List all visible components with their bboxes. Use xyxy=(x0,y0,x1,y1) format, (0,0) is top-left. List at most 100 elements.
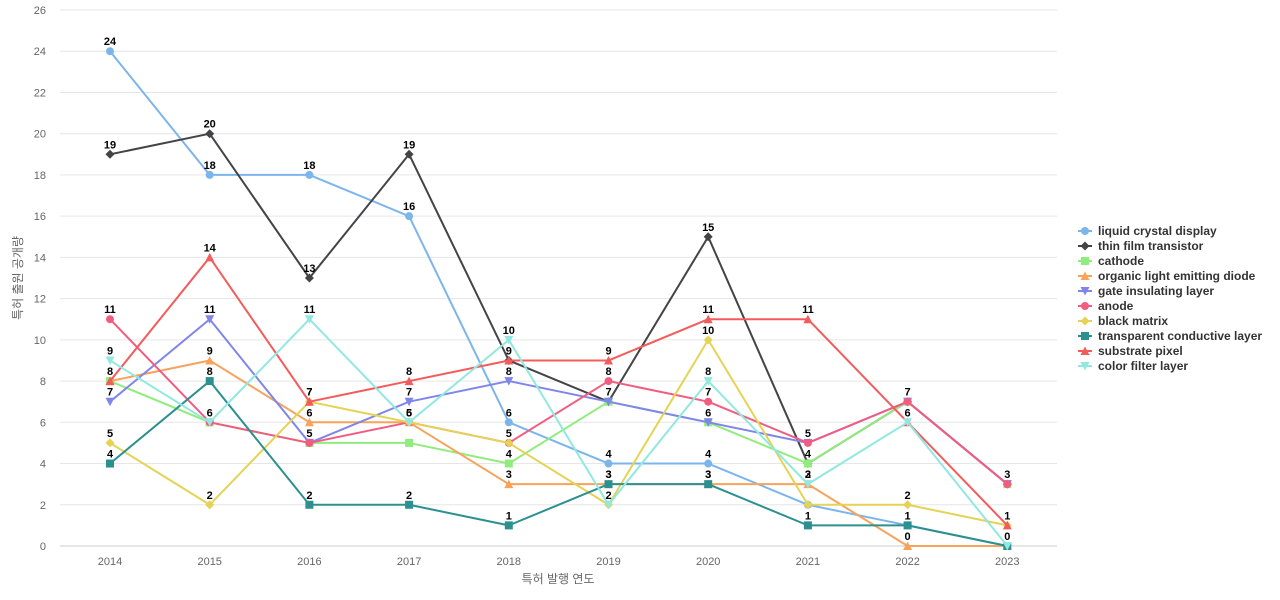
data-label: 4 xyxy=(705,449,712,461)
data-label: 3 xyxy=(605,469,611,481)
data-point xyxy=(404,149,414,159)
legend-marker xyxy=(1080,316,1090,326)
x-tick-label: 2017 xyxy=(397,556,421,568)
data-point xyxy=(205,252,215,262)
y-tick-label: 20 xyxy=(34,129,46,141)
data-label: 7 xyxy=(605,387,611,399)
data-label: 6 xyxy=(406,407,412,419)
data-point xyxy=(105,356,115,365)
data-point xyxy=(903,397,912,406)
data-label: 14 xyxy=(204,242,217,254)
legend-marker xyxy=(1080,362,1090,371)
legend-marker xyxy=(1081,227,1089,235)
data-point xyxy=(504,335,514,345)
legend-item[interactable]: cathode xyxy=(1078,254,1144,268)
legend-item[interactable]: color filter layer xyxy=(1078,359,1188,373)
data-label: 2 xyxy=(605,490,611,502)
data-point xyxy=(604,377,613,386)
data-point xyxy=(205,418,215,427)
data-label: 3 xyxy=(705,469,711,481)
series-line xyxy=(109,256,1009,527)
data-label: 18 xyxy=(303,160,315,172)
data-label: 7 xyxy=(406,387,412,399)
x-tick-label: 2021 xyxy=(796,556,820,568)
data-point xyxy=(704,397,713,406)
data-label: 24 xyxy=(104,36,117,48)
data-label: 11 xyxy=(702,304,714,316)
legend-label: transparent conductive layer xyxy=(1098,329,1262,343)
legend-item[interactable]: black matrix xyxy=(1078,314,1168,328)
y-tick-label: 26 xyxy=(34,5,46,17)
legend-marker xyxy=(1080,346,1090,355)
data-label: 16 xyxy=(403,201,415,213)
data-label: 6 xyxy=(306,407,312,419)
grid-lines xyxy=(60,9,1057,547)
data-point xyxy=(803,438,812,447)
legend-item[interactable]: liquid crystal display xyxy=(1078,224,1217,238)
data-label: 0 xyxy=(1004,531,1010,543)
data-label: 5 xyxy=(805,428,811,440)
data-label: 4 xyxy=(506,449,513,461)
y-axis-title: 특허 출원 공개량 xyxy=(11,236,25,320)
data-label: 19 xyxy=(403,139,415,151)
data-label: 8 xyxy=(705,366,711,378)
data-label: 1 xyxy=(805,510,811,522)
legend-item[interactable]: gate insulating layer xyxy=(1078,284,1214,298)
data-label: 20 xyxy=(204,119,216,131)
data-point xyxy=(405,212,414,221)
data-label: 7 xyxy=(905,387,911,399)
series-line xyxy=(109,318,1009,486)
data-point xyxy=(305,500,314,509)
legend-label: substrate pixel xyxy=(1098,344,1183,358)
series-line xyxy=(109,359,1009,547)
y-tick-label: 18 xyxy=(34,170,46,182)
data-point xyxy=(205,377,214,386)
data-point xyxy=(504,355,514,365)
data-point xyxy=(703,232,713,242)
y-tick-label: 8 xyxy=(40,376,46,388)
series-thin-film-transistor xyxy=(105,129,1012,489)
legend-item[interactable]: organic light emitting diode xyxy=(1078,269,1256,283)
x-tick-label: 2019 xyxy=(596,556,620,568)
legend-item[interactable]: substrate pixel xyxy=(1078,344,1183,358)
legend-item[interactable]: anode xyxy=(1078,299,1134,313)
data-label: 19 xyxy=(104,139,116,151)
data-point xyxy=(305,438,314,447)
x-tick-label: 2014 xyxy=(98,556,122,568)
legend-item[interactable]: thin film transistor xyxy=(1078,239,1204,253)
data-point xyxy=(604,500,613,510)
legend-marker xyxy=(1081,302,1089,310)
data-point xyxy=(205,315,215,324)
legend-label: black matrix xyxy=(1098,314,1168,328)
data-label: 4 xyxy=(805,449,812,461)
legend-item[interactable]: transparent conductive layer xyxy=(1078,329,1262,343)
legend-label: thin film transistor xyxy=(1098,239,1204,253)
data-point xyxy=(504,479,514,489)
data-point xyxy=(205,500,215,510)
data-point xyxy=(1002,542,1012,551)
series-line xyxy=(109,380,1009,547)
series-organic-light-emitting-diode xyxy=(105,355,1012,550)
data-point xyxy=(106,459,114,468)
data-point xyxy=(504,418,513,427)
data-label: 15 xyxy=(702,222,714,234)
data-point xyxy=(1002,520,1012,530)
data-label: 7 xyxy=(107,387,113,399)
x-axis-ticks: 2014 2015 2016 2017 2018 2019 2020 2021 2022 2023 xyxy=(98,556,1020,568)
data-point xyxy=(703,314,713,324)
legend-marker xyxy=(1080,241,1090,251)
data-label: 4 xyxy=(107,449,114,461)
series-line xyxy=(109,318,1009,547)
data-label: 7 xyxy=(705,387,711,399)
data-point xyxy=(105,149,115,159)
data-label: 10 xyxy=(503,325,515,337)
data-point xyxy=(504,459,513,468)
data-label: 6 xyxy=(705,407,711,419)
x-tick-label: 2022 xyxy=(895,556,919,568)
y-tick-label: 14 xyxy=(34,252,46,264)
data-point xyxy=(803,521,812,530)
series-line xyxy=(109,318,1009,486)
y-tick-label: 4 xyxy=(40,459,46,471)
